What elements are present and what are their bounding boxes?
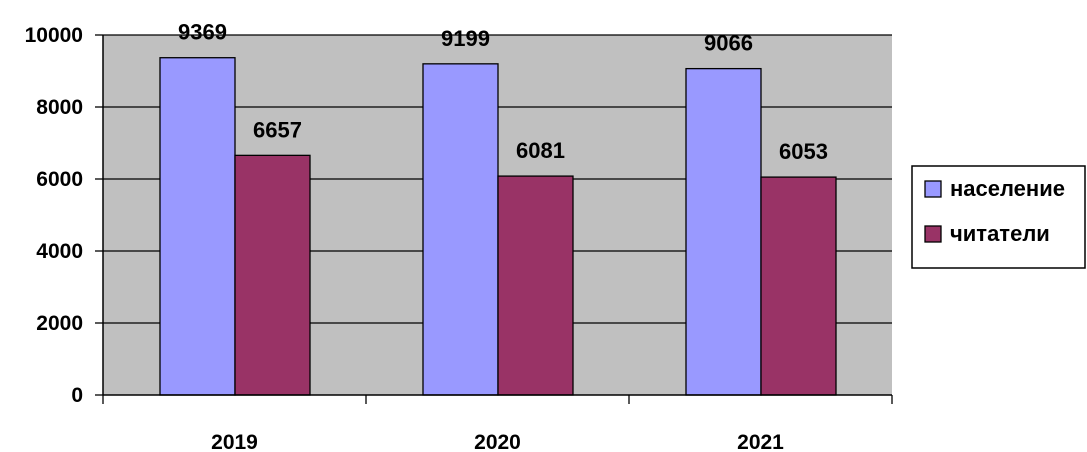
y-tick-label: 4000 xyxy=(36,240,83,263)
x-tick-label: 2021 xyxy=(737,431,784,452)
bar-0-2019 xyxy=(159,57,236,396)
bar-0-2021 xyxy=(685,67,762,396)
y-tick-label: 8000 xyxy=(36,96,83,119)
x-tick-label: 2019 xyxy=(211,431,258,452)
y-tick-label: 0 xyxy=(71,384,83,407)
bar-1-2021 xyxy=(760,176,837,396)
y-axis-ticks: 0 2000 4000 6000 8000 10000 xyxy=(25,24,103,407)
legend: население читатели xyxy=(911,165,1086,269)
bar-0-2020 xyxy=(422,63,499,396)
data-label: 6053 xyxy=(779,139,828,164)
legend-label: читатели xyxy=(950,221,1050,246)
data-labels: 9369 6657 9199 6081 9066 6053 xyxy=(178,20,828,164)
legend-swatch-0 xyxy=(924,180,942,198)
legend-label: население xyxy=(950,176,1065,201)
x-axis-ticks: 2019 2020 2021 xyxy=(102,395,893,452)
bar-1-2020 xyxy=(497,175,574,396)
data-label: 9199 xyxy=(441,26,490,51)
data-label: 9066 xyxy=(704,31,753,56)
y-tick-label: 2000 xyxy=(36,312,83,335)
y-tick-label: 10000 xyxy=(25,24,83,47)
axes xyxy=(102,35,892,396)
y-tick-label: 6000 xyxy=(36,168,83,191)
bar-1-2019 xyxy=(234,154,311,396)
legend-swatch-1 xyxy=(924,225,942,243)
data-label: 6081 xyxy=(516,138,565,163)
x-tick-label: 2020 xyxy=(474,431,521,452)
data-label: 9369 xyxy=(178,20,227,45)
bars xyxy=(159,57,837,396)
data-label: 6657 xyxy=(253,117,302,142)
